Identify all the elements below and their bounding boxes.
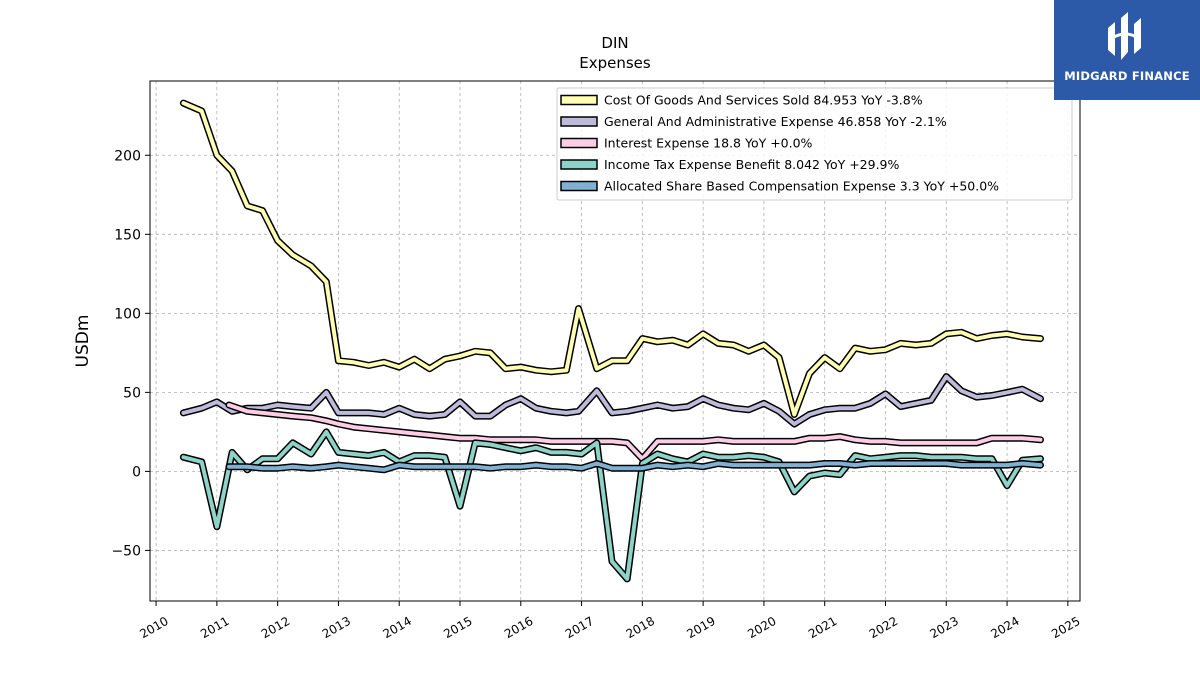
logo-text: MIDGARD FINANCE — [1064, 69, 1190, 83]
x-tick-label: 2016 — [502, 614, 535, 641]
x-tick-label: 2023 — [928, 614, 961, 641]
x-tick-label: 2025 — [1049, 614, 1082, 641]
series-layer — [179, 99, 1044, 583]
y-tick-label: 200 — [114, 148, 141, 164]
series-line-1 — [181, 374, 1043, 426]
x-tick-label: 2024 — [988, 614, 1021, 641]
series-line-4 — [227, 461, 1043, 472]
legend-swatch-0 — [560, 94, 598, 106]
legend-entry-3: Income Tax Expense Benefit 8.042 YoY +29… — [604, 157, 900, 172]
legend-swatch-3 — [560, 159, 598, 170]
y-tick-label: −50 — [111, 543, 141, 559]
chart-title: DIN — [601, 34, 628, 52]
legend: Cost Of Goods And Services Sold 84.953 Y… — [556, 87, 1073, 201]
x-tick-label: 2010 — [137, 614, 170, 641]
y-tick-label: 0 — [132, 464, 141, 480]
x-tick-label: 2021 — [806, 614, 839, 641]
series-line-2 — [227, 403, 1043, 461]
x-tick-label: 2019 — [684, 614, 717, 641]
x-tick-label: 2012 — [259, 614, 292, 641]
x-tick-label: 2015 — [441, 614, 474, 641]
x-tick-label: 2014 — [380, 614, 413, 641]
series-line-3 — [181, 429, 1043, 581]
y-tick-label: 150 — [114, 227, 141, 243]
legend-box — [556, 87, 1073, 201]
legend-swatch-1 — [560, 116, 598, 127]
y-tick-label: 50 — [123, 385, 141, 401]
legend-entry-4: Allocated Share Based Compensation Expen… — [604, 179, 999, 194]
x-tick-label: 2011 — [198, 614, 231, 641]
x-tick-label: 2022 — [867, 614, 900, 641]
x-tick-label: 2017 — [563, 614, 596, 641]
legend-swatch-2 — [560, 137, 598, 149]
midgard-m-icon — [1108, 12, 1141, 60]
plot-frame — [149, 80, 1081, 602]
x-tick-label: 2018 — [624, 614, 657, 641]
legend-entry-1: General And Administrative Expense 46.85… — [604, 114, 947, 129]
chart-subtitle: Expenses — [579, 54, 651, 72]
series-line-0 — [181, 101, 1043, 417]
brand-logo: MIDGARD FINANCE — [1054, 0, 1200, 100]
x-tick-label: 2020 — [745, 614, 778, 641]
legend-swatch-4 — [560, 180, 598, 192]
legend-entry-2: Interest Expense 18.8 YoY +0.0% — [604, 136, 813, 151]
y-tick-label: 100 — [114, 306, 141, 322]
legend-entry-0: Cost Of Goods And Services Sold 84.953 Y… — [604, 93, 923, 108]
x-tick-label: 2013 — [320, 614, 353, 641]
y-axis-label: USDm — [73, 315, 93, 368]
